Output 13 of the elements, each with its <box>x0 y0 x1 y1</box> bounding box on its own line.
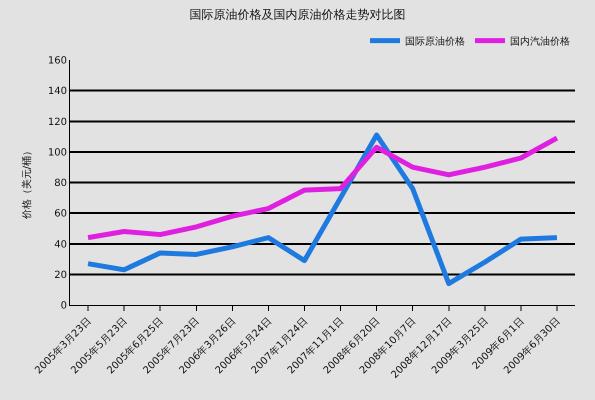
legend-label: 国际原油价格 <box>405 36 465 48</box>
y-tick-label: 140 <box>48 86 67 98</box>
y-tick-label: 0 <box>60 300 67 312</box>
y-tick-label: 20 <box>54 270 67 281</box>
y-tick-label: 160 <box>48 56 67 66</box>
y-tick-label: 60 <box>54 208 67 220</box>
y-axis-title: 价格（美元/桶） <box>20 146 33 220</box>
legend-label: 国内汽油价格 <box>510 36 570 48</box>
y-tick-label: 40 <box>54 239 67 250</box>
y-tick-label: 80 <box>54 178 67 189</box>
y-tick-label: 120 <box>48 116 67 128</box>
y-tick-label: 100 <box>48 147 67 158</box>
chart-title: 国际原油价格及国内原油价格走势对比图 <box>190 7 406 22</box>
